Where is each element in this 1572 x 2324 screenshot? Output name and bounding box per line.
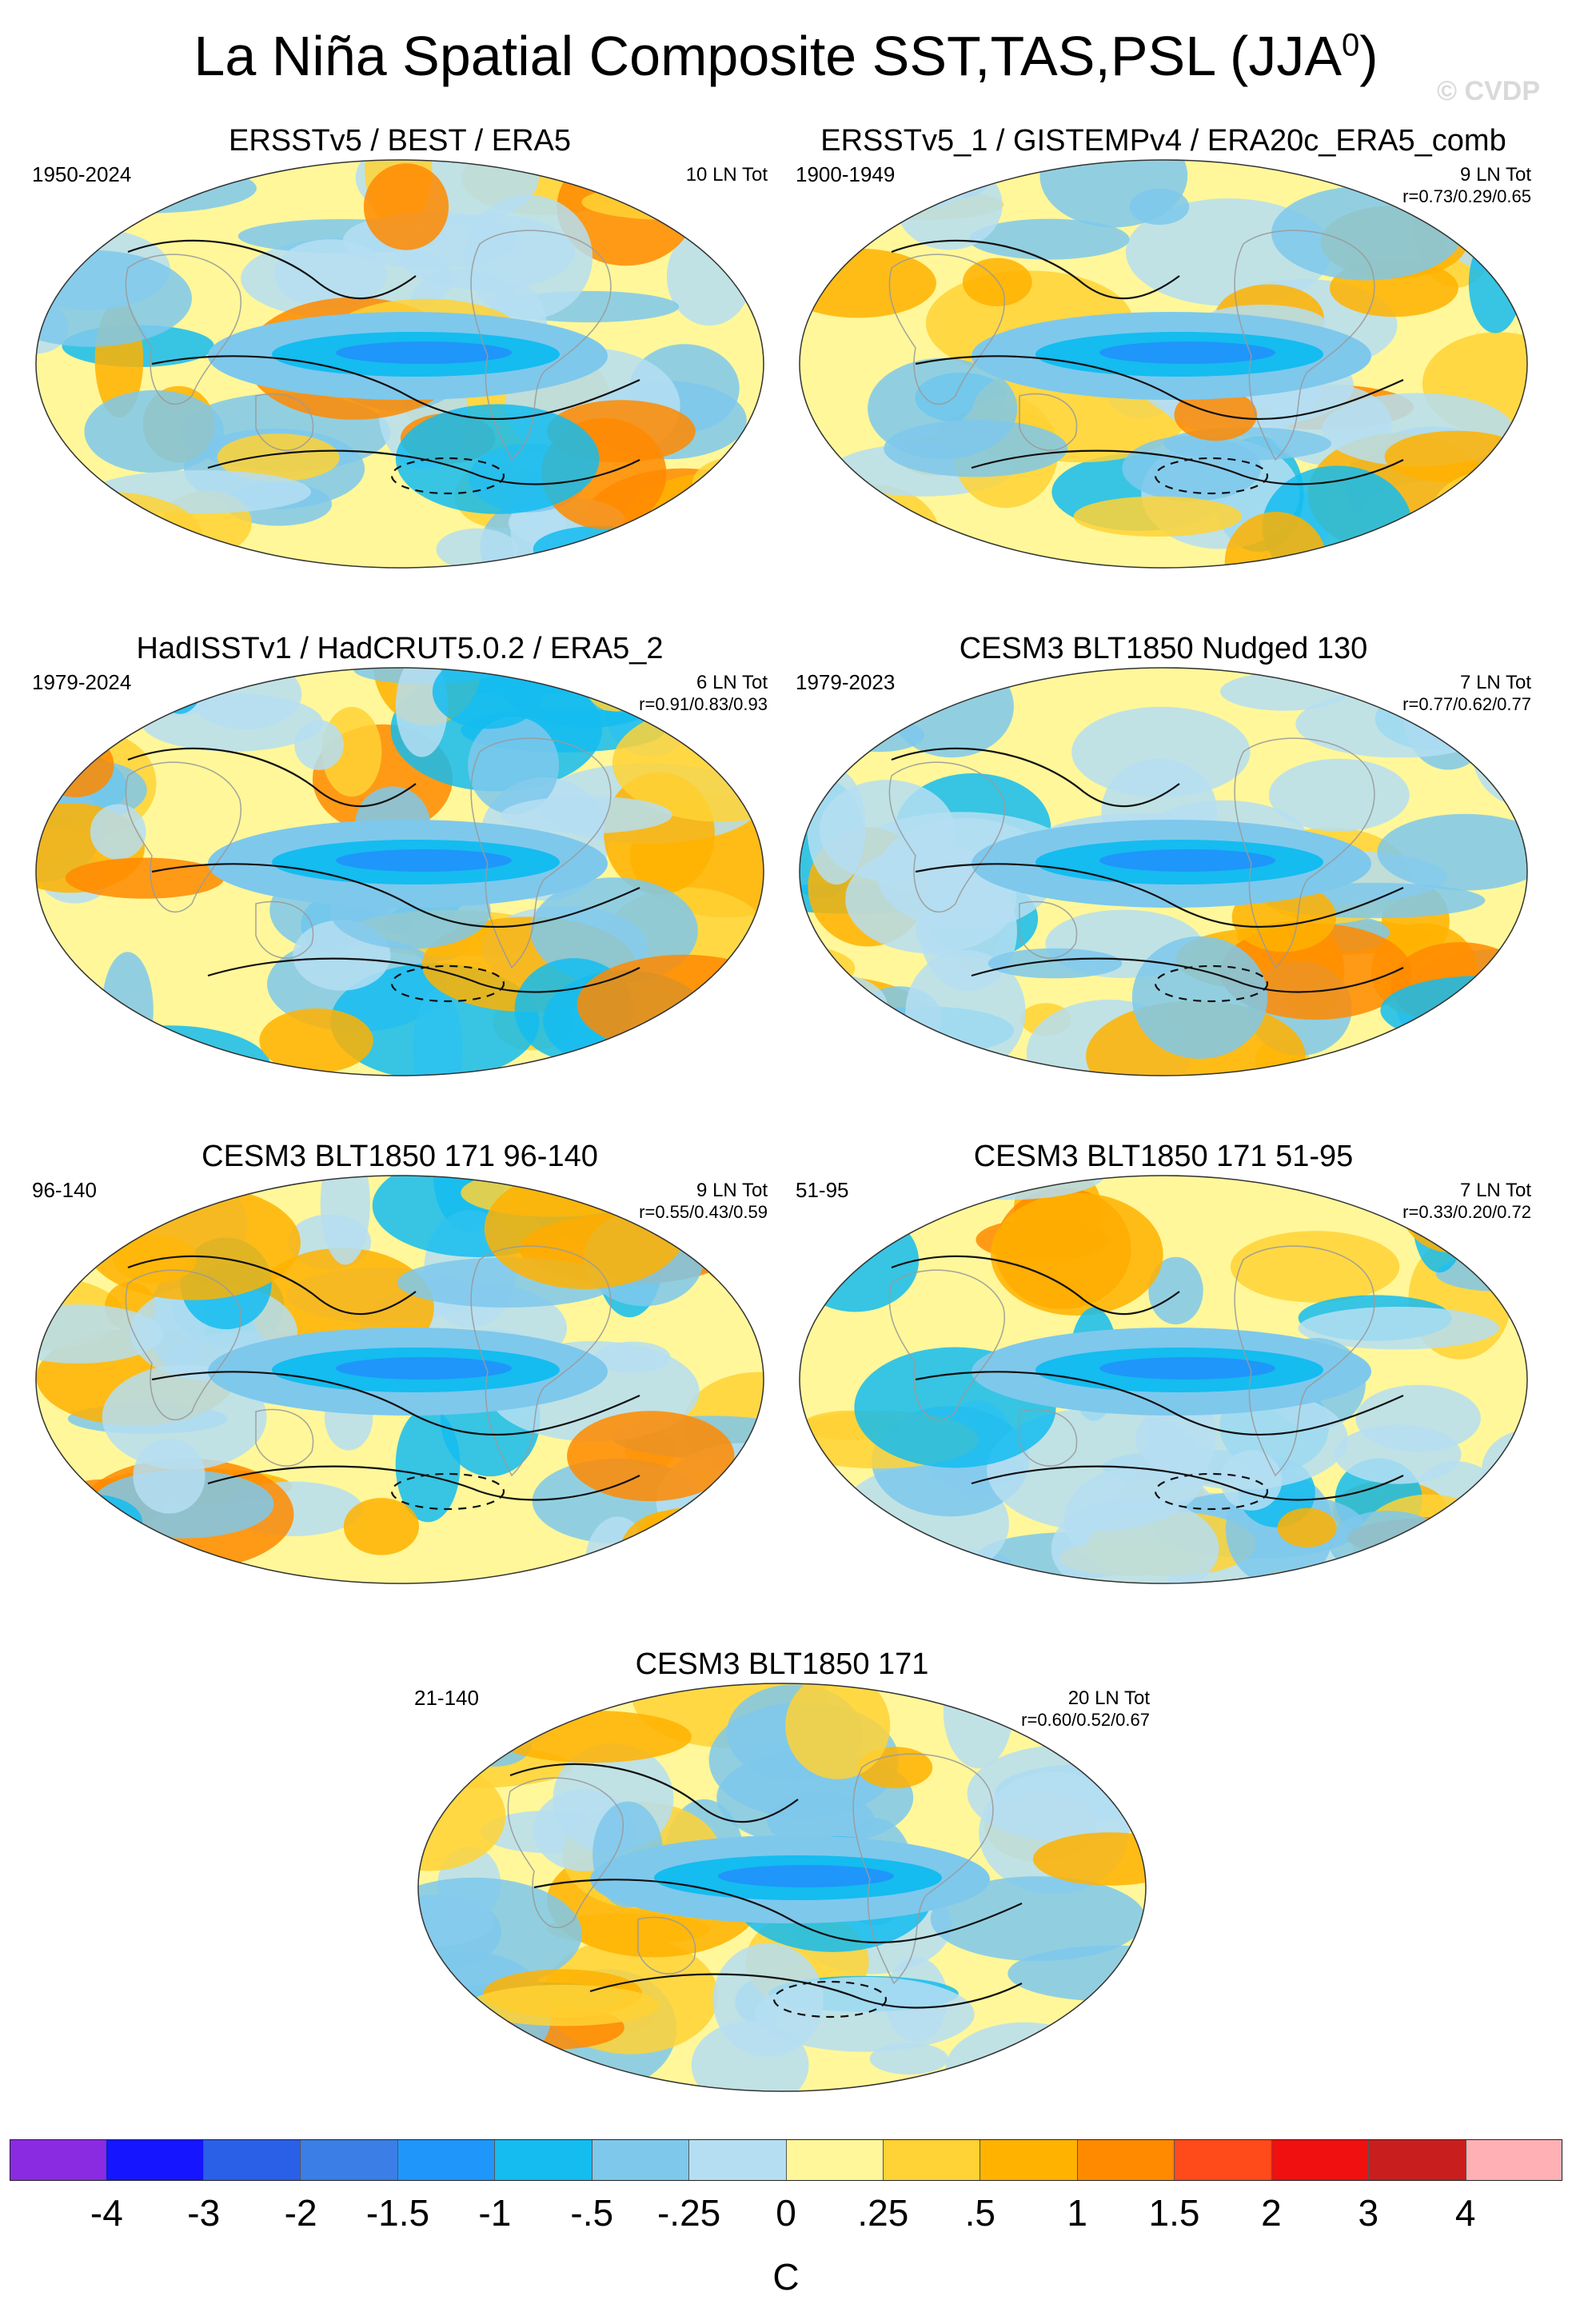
colorbar-swatch <box>980 2139 1078 2181</box>
panel-title: HadISSTv1 / HadCRUT5.0.2 / ERA5_2 <box>136 632 664 665</box>
panel-correlation: r=0.77/0.62/0.77 <box>1402 694 1531 714</box>
colorbar-swatch <box>1175 2139 1272 2181</box>
panel-years: 96-140 <box>32 1178 97 1202</box>
colorbar-tick-label: 2 <box>1261 2192 1282 2234</box>
colorbar-swatch <box>1466 2139 1562 2181</box>
colorbar-tick-label: -3 <box>187 2192 221 2234</box>
anomaly-map <box>35 667 764 1076</box>
colorbar-tick-label: -4 <box>90 2192 123 2234</box>
colorbar <box>10 2139 1562 2181</box>
panel-event-count: 9 LN Tot <box>1460 164 1531 186</box>
figure-title: La Niña Spatial Composite SST,TAS,PSL (J… <box>194 25 1378 87</box>
colorbar-swatch <box>10 2139 107 2181</box>
map-panel-6: CESM3 BLT1850 171 51-95 51-95 7 LN Tot r=0.… <box>796 1140 1531 1587</box>
panel-correlation: r=0.33/0.20/0.72 <box>1402 1202 1531 1222</box>
panel-correlation: r=0.60/0.52/0.67 <box>1021 1710 1150 1730</box>
anomaly-map <box>799 159 1528 569</box>
panel-title: CESM3 BLT1850 Nudged 130 <box>959 632 1368 665</box>
colorbar-tick-label: -.25 <box>656 2192 721 2234</box>
panel-event-count: 7 LN Tot <box>1460 1180 1531 1201</box>
panel-title: CESM3 BLT1850 171 <box>635 1647 929 1681</box>
colorbar-tick-label: -1 <box>478 2192 512 2234</box>
colorbar-swatch <box>1271 2139 1370 2181</box>
colorbar-tick-label: -2 <box>284 2192 317 2234</box>
map-panel-1: ERSSTv5 / BEST / ERA5 1950-2024 10 LN Tot <box>32 124 768 572</box>
panel-years: 1979-2023 <box>796 670 896 694</box>
panel-years: 21-140 <box>414 1686 479 1710</box>
panel-years: 1900-1949 <box>796 162 896 186</box>
panel-event-count: 7 LN Tot <box>1460 672 1531 693</box>
panel-event-count: 9 LN Tot <box>696 1180 768 1201</box>
colorbar-tick-label: 4 <box>1454 2192 1476 2234</box>
watermark: © CVDP <box>1437 76 1540 106</box>
colorbar-tick-label: 3 <box>1358 2192 1379 2234</box>
colorbar-tick-label: .25 <box>857 2192 909 2234</box>
panel-correlation: r=0.73/0.29/0.65 <box>1402 186 1531 206</box>
colorbar-tick-label: 1 <box>1067 2192 1087 2234</box>
panel-correlation: r=0.55/0.43/0.59 <box>639 1202 768 1222</box>
panel-title: ERSSTv5_1 / GISTEMPv4 / ERA20c_ERA5_comb <box>820 124 1506 158</box>
panel-years: 1950-2024 <box>32 162 132 186</box>
map-panel-5: CESM3 BLT1850 171 96-140 96-140 9 LN Tot r=… <box>32 1140 768 1587</box>
map-panel-4: CESM3 BLT1850 Nudged 130 1979-2023 7 LN To… <box>796 632 1531 1080</box>
panel-title: ERSSTv5 / BEST / ERA5 <box>228 124 571 158</box>
anomaly-map <box>417 1683 1147 2092</box>
colorbar-tick-label: 1.5 <box>1148 2192 1200 2234</box>
map-panel-2: ERSSTv5_1 / GISTEMPv4 / ERA20c_ERA5_comb… <box>796 124 1531 572</box>
map-panel-3: HadISSTv1 / HadCRUT5.0.2 / ERA5_2 1979-20… <box>32 632 768 1080</box>
colorbar-unit: C <box>772 2256 800 2298</box>
colorbar-swatch <box>1369 2139 1466 2181</box>
colorbar-tick-label: -1.5 <box>365 2192 430 2234</box>
panel-event-count: 6 LN Tot <box>696 672 768 693</box>
colorbar-swatch <box>203 2139 301 2181</box>
panel-years: 51-95 <box>796 1178 849 1202</box>
colorbar-tick-label: .5 <box>964 2192 995 2234</box>
colorbar-swatch <box>495 2139 592 2181</box>
colorbar-swatch <box>106 2139 204 2181</box>
colorbar-swatch <box>689 2139 787 2181</box>
colorbar-tick-label: 0 <box>776 2192 796 2234</box>
panel-title: CESM3 BLT1850 171 51-95 <box>973 1140 1354 1173</box>
anomaly-map <box>35 1175 764 1584</box>
panel-event-count: 20 LN Tot <box>1067 1687 1150 1709</box>
colorbar-labels: -4 -3 -2 -1.5 -1 -.5 -.25 0 .25 .5 1 1.5 2 3 4 <box>10 2191 1562 2239</box>
panel-years: 1979-2024 <box>32 670 132 694</box>
colorbar-swatch <box>1077 2139 1175 2181</box>
anomaly-map <box>35 159 764 569</box>
colorbar-tick-label: -.5 <box>570 2192 614 2234</box>
map-panel-7: CESM3 BLT1850 171 21-140 20 LN Tot r=0.60/0… <box>414 1647 1150 2095</box>
colorbar-swatch <box>592 2139 690 2181</box>
colorbar-swatch <box>883 2139 981 2181</box>
colorbar-swatch <box>397 2139 496 2181</box>
panel-event-count: 10 LN Tot <box>685 164 768 186</box>
panel-title: CESM3 BLT1850 171 96-140 <box>201 1140 598 1173</box>
panel-correlation: r=0.91/0.83/0.93 <box>639 694 768 714</box>
anomaly-map <box>799 667 1528 1076</box>
colorbar-swatch <box>301 2139 398 2181</box>
anomaly-map <box>799 1175 1528 1584</box>
colorbar-swatch <box>786 2139 884 2181</box>
